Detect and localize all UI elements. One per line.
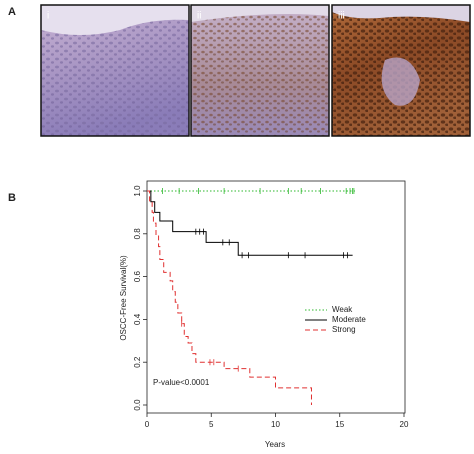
x-tick-label: 10 bbox=[271, 420, 280, 429]
image-i: i bbox=[40, 4, 190, 137]
image-iii: iii bbox=[331, 4, 471, 137]
x-tick-label: 0 bbox=[145, 420, 150, 429]
y-tick-label: 0.0 bbox=[133, 399, 142, 411]
survival-curve bbox=[147, 190, 353, 256]
survival-curve bbox=[147, 190, 312, 405]
legend-label: Moderate bbox=[332, 315, 366, 324]
x-tick-label: 5 bbox=[209, 420, 214, 429]
image-ii: ii bbox=[190, 4, 330, 137]
y-tick-label: 0.4 bbox=[133, 313, 142, 325]
legend-label: Weak bbox=[332, 305, 353, 314]
legend-label: Strong bbox=[332, 325, 356, 334]
image-label: iii bbox=[338, 11, 345, 22]
plot-frame bbox=[146, 180, 406, 414]
panel-label: A bbox=[8, 6, 16, 18]
x-tick-label: 20 bbox=[400, 420, 409, 429]
image-label: i bbox=[47, 11, 49, 22]
y-tick-label: 1.0 bbox=[133, 185, 142, 197]
annotation: P-value<0.0001 bbox=[153, 378, 210, 387]
y-tick-label: 0.2 bbox=[133, 356, 142, 368]
x-tick-label: 15 bbox=[335, 420, 344, 429]
y-tick-label: 0.6 bbox=[133, 270, 142, 282]
y-tick-label: 0.8 bbox=[133, 228, 142, 240]
y-axis-label: OSCC-Free Survival(%) bbox=[119, 255, 128, 341]
x-axis-label: Years bbox=[265, 440, 285, 449]
panel-label: B bbox=[8, 192, 16, 204]
image-label: ii bbox=[197, 11, 201, 22]
